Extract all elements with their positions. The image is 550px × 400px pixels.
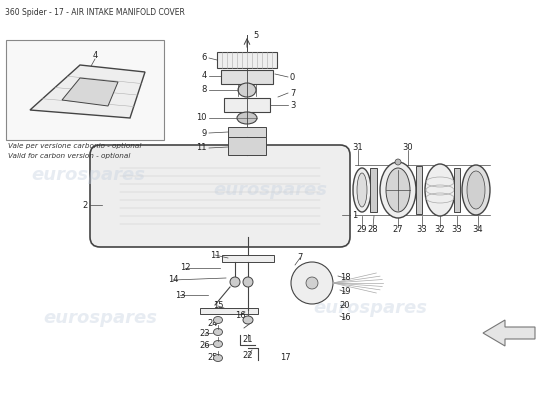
Ellipse shape (213, 340, 223, 348)
Text: 4: 4 (202, 72, 207, 80)
Bar (200, 308, 258, 314)
Text: 16: 16 (235, 310, 245, 320)
Text: 25: 25 (208, 352, 218, 362)
Text: 8: 8 (202, 86, 207, 94)
Ellipse shape (243, 277, 253, 287)
Text: 14: 14 (168, 276, 178, 284)
Text: 5: 5 (253, 30, 258, 40)
Text: 30: 30 (403, 144, 413, 152)
Ellipse shape (380, 162, 416, 218)
Text: 9: 9 (202, 128, 207, 138)
Polygon shape (30, 65, 145, 118)
Text: 26: 26 (200, 342, 210, 350)
Text: 22: 22 (243, 352, 253, 360)
Bar (217, 52, 277, 68)
Text: 7: 7 (298, 254, 302, 262)
Text: 33: 33 (452, 226, 463, 234)
Bar (370, 168, 377, 212)
Text: 0: 0 (290, 72, 295, 82)
Ellipse shape (353, 168, 371, 212)
Text: 11: 11 (210, 250, 220, 260)
Text: 12: 12 (180, 264, 190, 272)
Text: 34: 34 (472, 226, 483, 234)
Polygon shape (62, 78, 118, 106)
Text: 28: 28 (368, 226, 378, 234)
Ellipse shape (237, 112, 257, 124)
Text: 21: 21 (243, 336, 253, 344)
Ellipse shape (357, 173, 367, 207)
Bar (221, 70, 273, 84)
Text: 32: 32 (434, 226, 446, 234)
Ellipse shape (213, 328, 223, 336)
Text: eurospares: eurospares (213, 181, 327, 199)
Bar (222, 255, 274, 262)
Text: 7: 7 (290, 88, 295, 98)
Text: 20: 20 (340, 300, 350, 310)
Text: eurospares: eurospares (43, 309, 157, 327)
Bar (224, 98, 270, 112)
Ellipse shape (386, 168, 410, 212)
Ellipse shape (467, 171, 485, 209)
Text: 18: 18 (340, 274, 350, 282)
Text: Valid for carbon version - optional: Valid for carbon version - optional (8, 153, 130, 159)
Bar (228, 127, 266, 137)
Text: 2: 2 (82, 200, 88, 210)
Ellipse shape (238, 83, 256, 97)
Ellipse shape (306, 277, 318, 289)
Text: 16: 16 (340, 314, 350, 322)
Ellipse shape (213, 354, 223, 362)
Text: 11: 11 (196, 144, 207, 152)
Text: 17: 17 (280, 352, 290, 362)
Text: 24: 24 (208, 318, 218, 328)
Ellipse shape (462, 165, 490, 215)
Text: 10: 10 (196, 114, 207, 122)
Text: 13: 13 (175, 290, 185, 300)
Text: 19: 19 (340, 288, 350, 296)
Bar (416, 166, 422, 214)
Text: 33: 33 (417, 226, 427, 234)
Text: 31: 31 (353, 144, 364, 152)
Ellipse shape (395, 159, 401, 165)
Ellipse shape (243, 316, 253, 324)
Text: 360 Spider - 17 - AIR INTAKE MANIFOLD COVER: 360 Spider - 17 - AIR INTAKE MANIFOLD CO… (5, 8, 185, 17)
Text: 4: 4 (92, 52, 98, 60)
Bar (454, 168, 460, 212)
Text: eurospares: eurospares (31, 166, 145, 184)
Text: 1: 1 (352, 210, 358, 220)
Ellipse shape (291, 262, 333, 304)
Ellipse shape (213, 316, 223, 324)
Bar (6, 40, 164, 140)
Text: 27: 27 (393, 226, 403, 234)
Ellipse shape (230, 277, 240, 287)
FancyBboxPatch shape (90, 145, 350, 247)
Text: eurospares: eurospares (313, 299, 427, 317)
Text: 15: 15 (213, 302, 223, 310)
Bar (228, 137, 266, 155)
Polygon shape (483, 320, 535, 346)
Text: 6: 6 (202, 54, 207, 62)
Ellipse shape (425, 164, 455, 216)
Text: 3: 3 (290, 100, 295, 110)
Text: 29: 29 (357, 226, 367, 234)
Text: 23: 23 (200, 330, 210, 338)
Text: Vale per versione carbonio - optional: Vale per versione carbonio - optional (8, 143, 141, 149)
